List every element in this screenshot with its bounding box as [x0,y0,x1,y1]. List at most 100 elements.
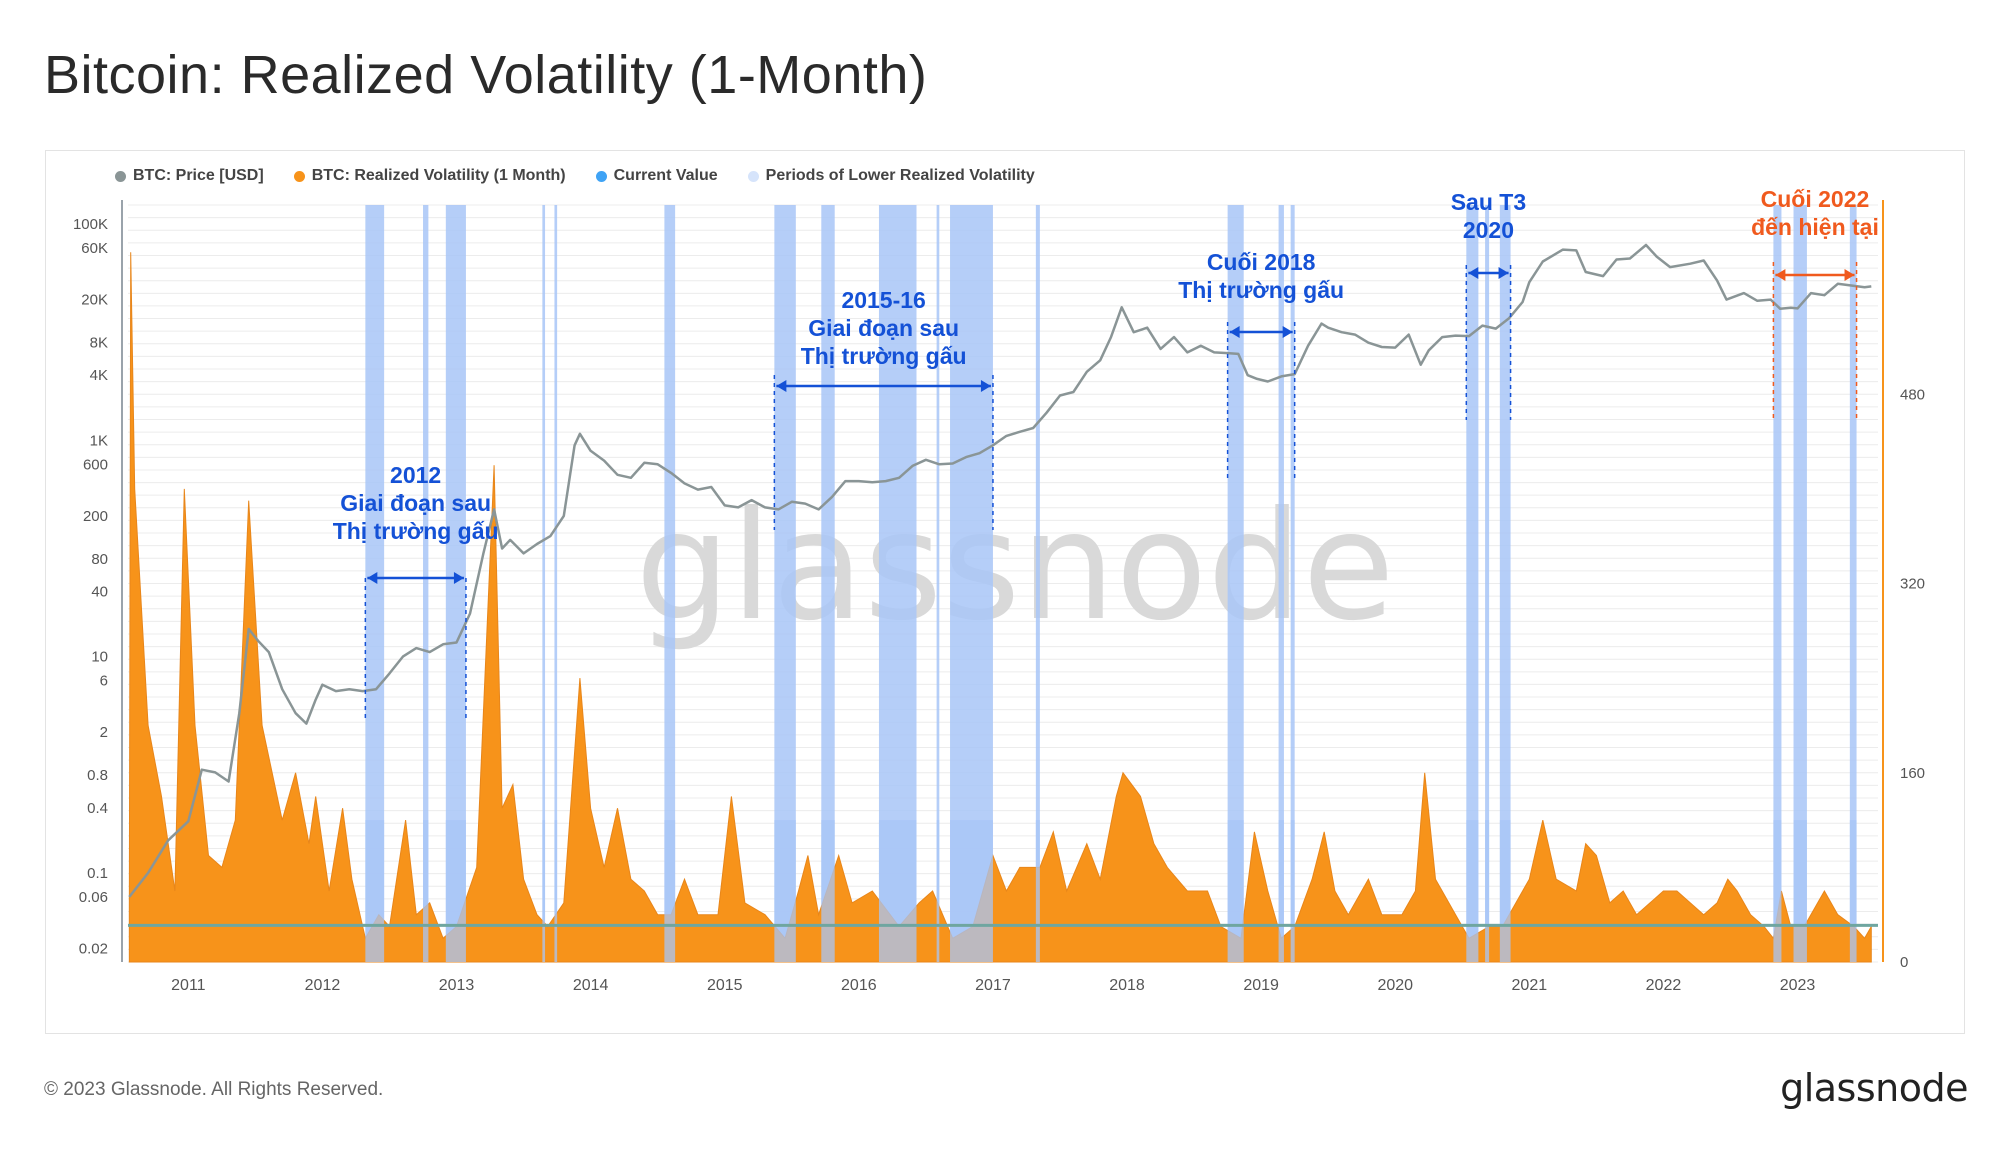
lower-volatility-band-overlay [950,820,993,962]
lower-volatility-band [1227,205,1244,962]
lower-volatility-band [1499,205,1511,962]
legend-item-current-value[interactable]: Current Value [595,167,718,185]
y-left-tick-label: 10 [91,649,108,666]
lower-volatility-band-overlay [878,820,917,962]
y-left-tick-label: 0.02 [79,940,108,957]
arrow-head-icon [980,380,991,392]
y-left-tick-label: 0.1 [87,865,108,882]
price-series [128,243,1872,898]
y-left-tick-label: 8K [90,335,108,352]
annotation-label: 2012 [390,462,441,488]
lower-volatility-band [1793,205,1807,962]
x-tick-label: 2016 [841,977,877,994]
legend: BTC: Price [USD] BTC: Realized Volatilit… [115,167,1035,185]
annotation-label: đến hiện tại [1751,214,1879,240]
lower-volatility-band [1849,205,1857,962]
lower-volatility-band [1466,205,1479,962]
x-tick-label: 2021 [1512,977,1548,994]
y-right-tick-label: 160 [1900,765,1925,782]
arrow-head-icon [1775,269,1786,281]
y-left-tick-label: 0.8 [87,767,108,784]
y-left-tick-label: 80 [91,551,108,568]
axes: 0.02 0.06 0.1 0.4 0.8 2 6 10 40 80 200 600 1K 4K 8K 20K… [73,200,1925,994]
arrow-head-icon [453,572,464,584]
x-tick-label: 2019 [1243,977,1279,994]
lower-volatility-band-overlay [936,820,940,962]
y-left-tick-label: 20K [81,292,108,309]
lower-volatility-band-overlay [1773,820,1782,962]
lower-volatility-band [1035,205,1040,962]
annotation-label: Giai đoạn sau [340,490,491,516]
x-tick-label: 2014 [573,977,609,994]
legend-label: Current Value [613,167,718,184]
lower-volatility-band [821,205,835,962]
x-tick-label: 2015 [707,977,743,994]
lower-volatility-band-overlay [774,820,796,962]
lower-volatility-band [664,205,676,962]
annotation-label: 2020 [1463,217,1514,243]
x-tick-label: 2017 [975,977,1011,994]
lower-volatility-band [554,205,558,962]
x-tick-label: 2022 [1646,977,1682,994]
arrow-head-icon [776,380,787,392]
lower-volatility-band-overlay [1499,820,1511,962]
footer-copyright: © 2023 Glassnode. All Rights Reserved. [44,1079,384,1100]
x-tick-label: 2020 [1377,977,1413,994]
y-left-tick-label: 200 [83,508,108,525]
price-line [128,243,1872,898]
y-right-tick-label: 480 [1900,386,1925,403]
y-right-tick-label: 320 [1900,576,1925,593]
annotation-label: Thị trường gấu [333,518,499,544]
lower-volatility-band [1290,205,1295,962]
arrow-head-icon [1468,267,1479,279]
y-left-tick-label: 2 [100,724,108,741]
lower-volatility-band-overlay [1466,820,1479,962]
lower-volatility-band [423,205,429,962]
legend-label: BTC: Price [USD] [133,167,264,184]
lower-volatility-band [445,205,466,962]
y-left-tick-label: 6 [100,673,108,690]
lower-volatility-band [542,205,546,962]
legend-item-periods[interactable]: Periods of Lower Realized Volatility [747,167,1035,185]
annotation-label: Giai đoạn sau [808,315,959,341]
legend-dot-icon [595,170,607,182]
lower-volatility-band-overlay [1035,820,1040,962]
lower-volatility-band-overlay [1485,820,1490,962]
annotation-label: Thị trường gấu [1178,277,1344,303]
lower-volatility-band-overlay [554,820,558,962]
lower-volatility-band [1278,205,1284,962]
page-title: Bitcoin: Realized Volatility (1-Month) [44,45,928,105]
y-left-tick-label: 60K [81,240,108,257]
annotation-label: Cuối 2022 [1761,186,1870,212]
x-tick-label: 2018 [1109,977,1145,994]
lower-volatility-band [1485,205,1490,962]
arrow-head-icon [1229,326,1240,338]
annotation-label: 2015-16 [841,287,925,313]
legend-dot-icon [115,170,126,182]
annotation-label: Thị trường gấu [801,343,967,369]
legend-dot-icon [747,170,759,182]
lower-volatility-band-overlay [1290,820,1295,962]
lower-volatility-band-overlay [1793,820,1807,962]
x-tick-label: 2013 [439,977,475,994]
lower-volatility-band-overlay [1849,820,1857,962]
lower-volatility-band-overlay [423,820,429,962]
arrow-head-icon [1844,269,1855,281]
legend-item-price[interactable]: BTC: Price [USD] [115,167,264,185]
y-left-tick-label: 600 [83,456,108,473]
legend-label: Periods of Lower Realized Volatility [765,167,1035,184]
y-left-tick-label: 4K [90,367,108,384]
lower-volatility-band-overlay [1278,820,1284,962]
lower-volatility-band-overlay [542,820,546,962]
legend-dot-icon [293,170,305,182]
lower-volatility-band [774,205,796,962]
annotation-label: Cuối 2018 [1207,249,1316,275]
lower-volatility-band [936,205,940,962]
arrow-head-icon [367,572,378,584]
legend-item-volatility[interactable]: BTC: Realized Volatility (1 Month) [293,167,566,185]
lower-volatility-band-overlay [1227,820,1244,962]
y-left-tick-label: 1K [90,432,108,449]
y-left-tick-label: 0.06 [79,889,108,906]
